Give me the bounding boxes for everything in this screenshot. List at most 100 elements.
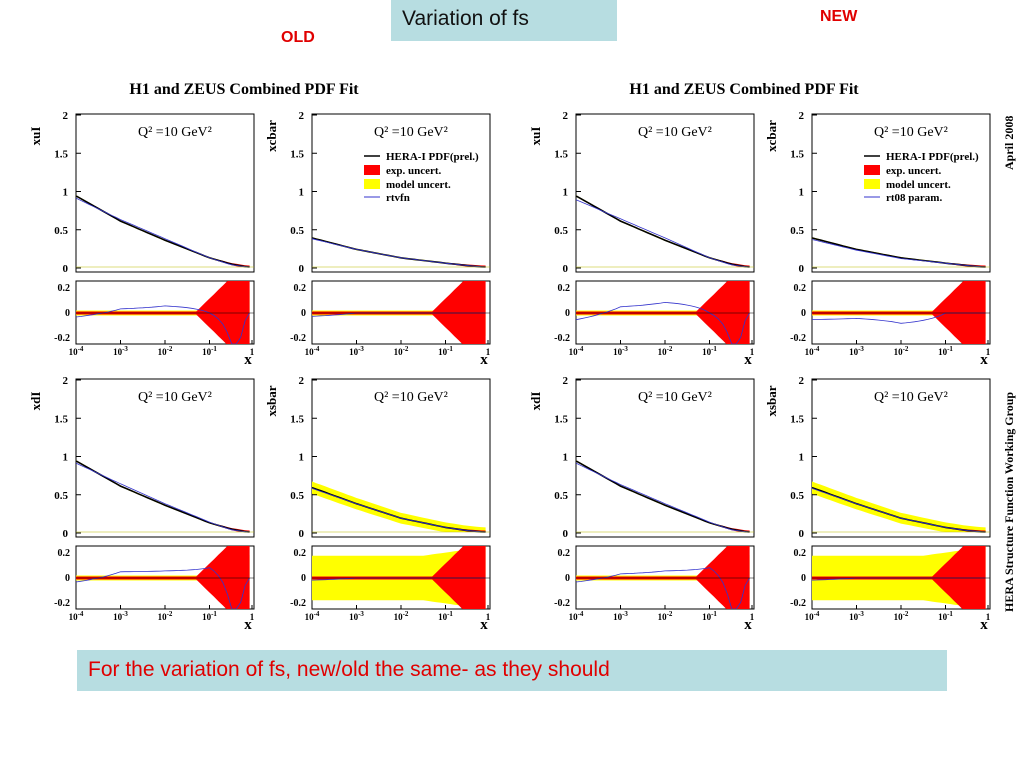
x-axis-label: x	[980, 617, 988, 633]
ratio-tick-label: 0	[301, 308, 306, 319]
y-axis-label: xcbar	[264, 120, 279, 152]
x-tick-label: 1	[250, 347, 255, 357]
q2-label: Q² =10 GeV²	[374, 125, 448, 140]
y-axis-label: xcbar	[764, 120, 779, 152]
legend-alt-label: rtvfn	[386, 192, 410, 204]
x-tick-label: 10-4	[805, 610, 820, 622]
x-tick-exponent: -3	[858, 610, 864, 618]
panel-xsbar: 2 1.5 1 0.5 0 xsbar Q² =10 GeV² 0.2 0 -0.210-4 10-…	[264, 375, 491, 633]
ratio-tick-label: 0.2	[58, 548, 71, 559]
y-tick-label: 2	[563, 375, 569, 387]
x-tick-label: 10-1	[938, 345, 953, 357]
ratio-content	[576, 281, 754, 344]
y-tick-label: 1	[63, 187, 69, 199]
x-tick-label: 1	[986, 347, 991, 357]
ratio-exp-band	[76, 546, 250, 609]
y-tick-label: 0	[563, 263, 569, 275]
y-tick-label: 1	[799, 452, 805, 464]
y-tick-label: 0	[63, 263, 69, 275]
ratio-tick-label: 0.2	[58, 283, 71, 294]
y-tick-label: 0	[799, 528, 805, 540]
y-tick-label: 1	[299, 187, 305, 199]
x-tick-exponent: -4	[578, 345, 584, 353]
alt-param-curve	[75, 462, 250, 533]
x-tick-exponent: -3	[122, 610, 128, 618]
q2-label: Q² =10 GeV²	[638, 390, 712, 405]
ratio-content	[312, 281, 490, 344]
x-tick-exponent: -4	[814, 345, 820, 353]
x-tick-exponent: -4	[314, 610, 320, 618]
x-tick-exponent: -1	[711, 345, 717, 353]
x-tick-label: 10-1	[702, 345, 717, 357]
y-tick-label: 2	[299, 375, 305, 387]
ratio-alt-curve	[76, 305, 250, 344]
y-tick-label: 1.5	[790, 148, 804, 160]
new-label: NEW	[820, 8, 858, 25]
x-tick-exponent: -4	[814, 610, 820, 618]
ratio-exp-band	[812, 281, 986, 344]
alt-param-curve	[311, 238, 486, 268]
x-axis-label: x	[744, 617, 752, 633]
chart-group-old: H1 and ZEUS Combined PDF Fit 2 1.5 1 0.5 0 xuI…	[28, 81, 491, 633]
panel-xdi: 2 1.5 1 0.5 0 xdI Q² =10 GeV² 0.2 0 -0.210-4 10-3 1…	[528, 375, 755, 633]
legend-exp-swatch	[364, 165, 380, 175]
x-tick-label: 10-3	[113, 345, 128, 357]
ratio-tick-label: 0	[565, 573, 570, 584]
ratio-tick-label: -0.2	[290, 333, 306, 344]
x-tick-exponent: -1	[947, 345, 953, 353]
ratio-alt-curve	[576, 567, 750, 609]
legend-model-swatch	[864, 179, 880, 189]
old-label: OLD	[281, 29, 315, 46]
x-tick-label: 10-4	[569, 610, 584, 622]
legend-model-swatch	[364, 179, 380, 189]
x-tick-exponent: -2	[167, 345, 173, 353]
x-tick-exponent: -3	[358, 610, 364, 618]
ratio-tick-label: -0.2	[554, 333, 570, 344]
x-tick-exponent: -3	[358, 345, 364, 353]
q2-label: Q² =10 GeV²	[138, 390, 212, 405]
x-tick-label: 10-3	[849, 345, 864, 357]
y-tick-label: 0.5	[554, 490, 568, 502]
q2-label: Q² =10 GeV²	[874, 125, 948, 140]
x-tick-exponent: -3	[622, 345, 628, 353]
panel-frame	[811, 378, 991, 538]
y-tick-label: 1	[563, 452, 569, 464]
y-tick-label: 1.5	[290, 148, 304, 160]
ratio-tick-label: 0.2	[294, 283, 307, 294]
x-axis-label: x	[980, 352, 988, 368]
x-tick-label: 10-4	[305, 345, 320, 357]
x-tick-label: 10-3	[613, 345, 628, 357]
y-axis-label: xuI	[528, 127, 543, 146]
x-tick-label: 10-1	[202, 345, 217, 357]
x-tick-label: 10-1	[702, 610, 717, 622]
panel-xdi: 2 1.5 1 0.5 0 xdI Q² =10 GeV² 0.2 0 -0.210-4 10-3 1…	[28, 375, 255, 633]
x-tick-exponent: -2	[403, 610, 409, 618]
y-tick-label: 0	[563, 528, 569, 540]
x-tick-label: 1	[986, 612, 991, 622]
ratio-tick-label: 0.2	[794, 548, 807, 559]
ratio-exp-band	[812, 546, 986, 609]
ratio-tick-label: 0	[301, 573, 306, 584]
x-tick-label: 1	[486, 612, 491, 622]
y-axis-label: xdI	[528, 392, 543, 411]
x-tick-exponent: -2	[903, 610, 909, 618]
ratio-content	[812, 281, 990, 344]
ratio-tick-label: 0.2	[558, 283, 571, 294]
y-tick-label: 0	[299, 263, 305, 275]
legend-central-label: HERA-I PDF(prel.)	[386, 151, 479, 163]
y-tick-label: 1.5	[54, 148, 68, 160]
x-tick-label: 1	[486, 347, 491, 357]
ratio-tick-label: -0.2	[54, 598, 70, 609]
q2-label: Q² =10 GeV²	[638, 125, 712, 140]
ratio-exp-band	[312, 546, 486, 609]
y-tick-label: 0.5	[290, 490, 304, 502]
ratio-tick-label: 0.2	[294, 548, 307, 559]
x-tick-label: 10-4	[69, 610, 84, 622]
x-tick-label: 10-3	[113, 610, 128, 622]
x-axis-label: x	[244, 617, 252, 633]
panel-frame	[575, 378, 755, 538]
y-axis-label: xdI	[28, 392, 43, 411]
panel-xsbar: 2 1.5 1 0.5 0 xsbar Q² =10 GeV² 0.2 0 -0.210-4 10-…	[764, 375, 991, 633]
x-tick-label: 10-2	[894, 345, 909, 357]
